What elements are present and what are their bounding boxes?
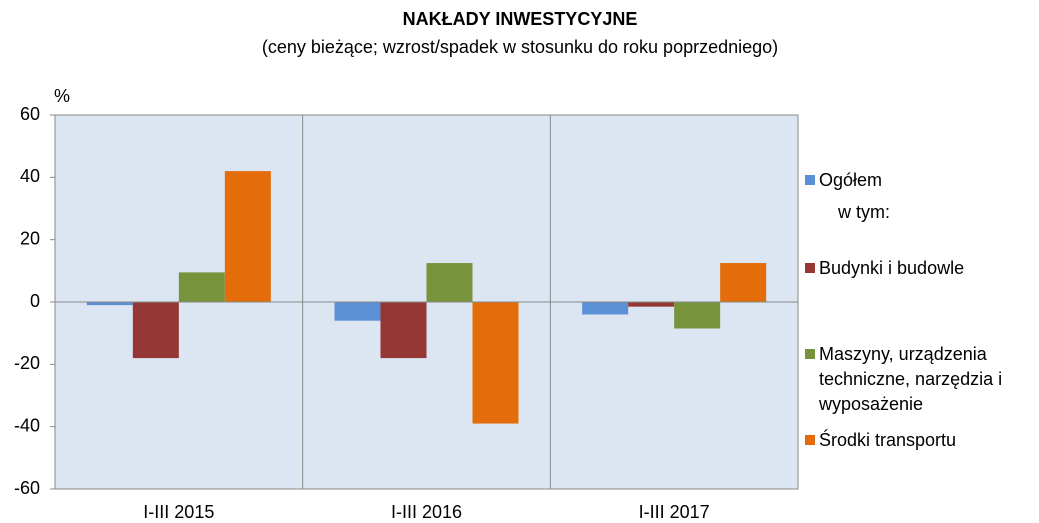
y-tick-label: 40 — [20, 166, 40, 186]
bar — [86, 302, 133, 306]
legend-label: Ogółem — [819, 170, 883, 190]
bar — [472, 302, 519, 424]
bar — [426, 263, 473, 302]
legend-label: Środki transportu — [819, 430, 957, 450]
bar — [628, 302, 675, 307]
x-tick-label: I-III 2015 — [143, 502, 214, 522]
bar — [334, 302, 381, 321]
bar — [380, 302, 427, 359]
legend-item: Środki transportu — [805, 428, 1035, 453]
legend-note: w tym: — [838, 202, 890, 222]
y-tick-label: 0 — [30, 291, 40, 311]
legend-swatch — [805, 263, 815, 273]
legend-swatch — [805, 175, 815, 185]
legend-item: Budynki i budowle — [805, 256, 1035, 281]
bar — [178, 272, 225, 302]
bar — [582, 302, 629, 315]
legend-swatch — [805, 435, 815, 445]
legend-label: Budynki i budowle — [819, 258, 965, 278]
chart-subtitle: (ceny bieżące; wzrost/spadek w stosunku … — [262, 37, 778, 57]
legend-item: Maszyny, urządzenia techniczne, narzędzi… — [805, 342, 1035, 417]
bar — [224, 171, 271, 302]
x-tick-label: I-III 2017 — [639, 502, 710, 522]
bar — [674, 302, 721, 329]
chart-title: NAKŁADY INWESTYCYJNE — [403, 9, 638, 29]
legend-label: Maszyny, urządzenia techniczne, narzędzi… — [819, 344, 1003, 414]
legend-swatch — [805, 349, 815, 359]
y-axis-label: % — [54, 86, 70, 106]
bar — [132, 302, 179, 359]
x-tick-label: I-III 2016 — [391, 502, 462, 522]
bar — [720, 263, 767, 302]
y-tick-label: -60 — [14, 478, 40, 498]
y-tick-label: 20 — [20, 228, 40, 248]
legend-item: Ogółem — [805, 168, 1035, 193]
y-tick-label: -20 — [14, 353, 40, 373]
y-tick-label: -40 — [14, 415, 40, 435]
y-tick-label: 60 — [20, 104, 40, 124]
